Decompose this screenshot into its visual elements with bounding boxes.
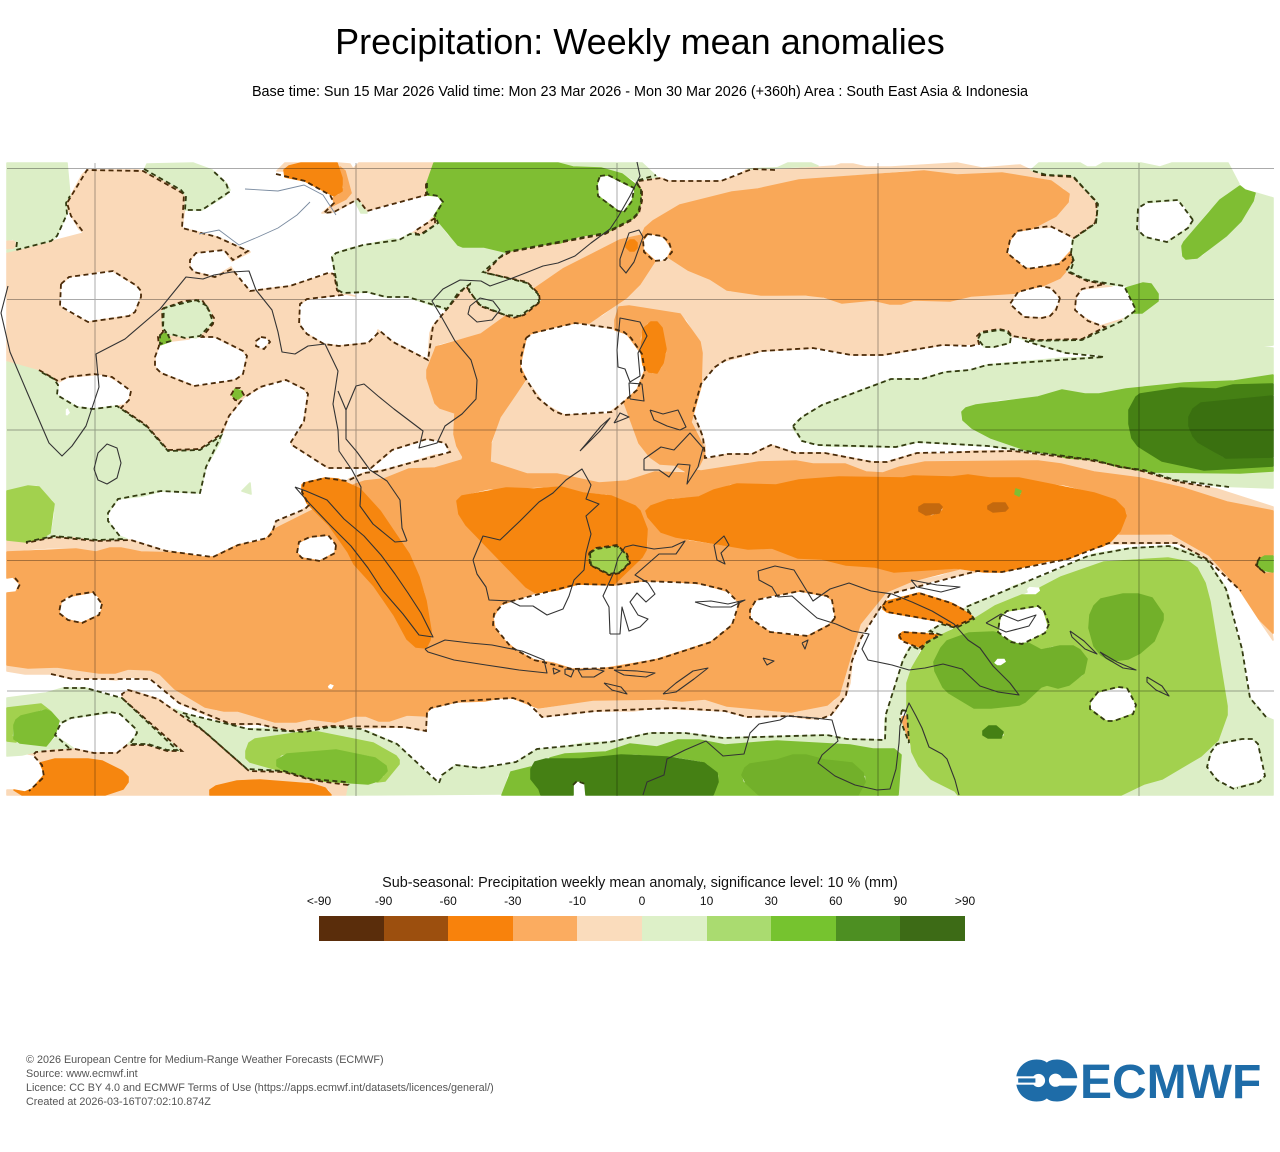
svg-text:ECMWF: ECMWF — [1080, 1057, 1261, 1107]
